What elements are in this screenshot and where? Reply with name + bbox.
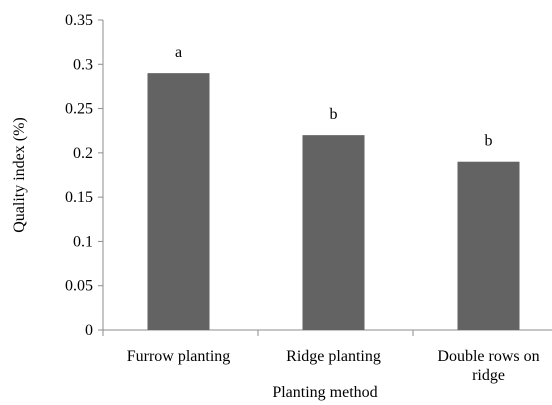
bar (147, 73, 210, 331)
y-axis: 0 0.05 0.1 0.15 0.2 0.25 0.3 0.35 (65, 12, 104, 339)
x-axis: Furrow planting Ridge planting Double rows… (102, 329, 552, 384)
bar (302, 135, 365, 330)
y-tick-label: 0.3 (73, 56, 93, 73)
x-tick-label: Furrow planting (127, 348, 231, 365)
y-tick-label: 0.35 (65, 12, 93, 29)
x-tick-label: Double rows on (437, 348, 539, 365)
x-tick-label: Ridge planting (286, 348, 381, 365)
significance-letter: a (175, 44, 182, 61)
bar (457, 161, 520, 330)
y-tick-label: 0.15 (65, 189, 93, 206)
y-axis-label: Quality index (%) (11, 117, 28, 233)
y-tick-label: 0.2 (73, 145, 93, 162)
data-labels: a b b (175, 44, 493, 150)
significance-letter: b (485, 133, 493, 150)
y-tick-label: 0.05 (65, 278, 93, 295)
y-tick-label: 0.25 (65, 101, 93, 118)
x-axis-label: Planting method (272, 384, 377, 401)
significance-letter: b (330, 106, 338, 123)
y-tick-label: 0 (85, 322, 93, 339)
bars (147, 73, 520, 331)
x-tick-label: ridge (472, 367, 505, 384)
y-tick-label: 0.1 (73, 233, 93, 250)
